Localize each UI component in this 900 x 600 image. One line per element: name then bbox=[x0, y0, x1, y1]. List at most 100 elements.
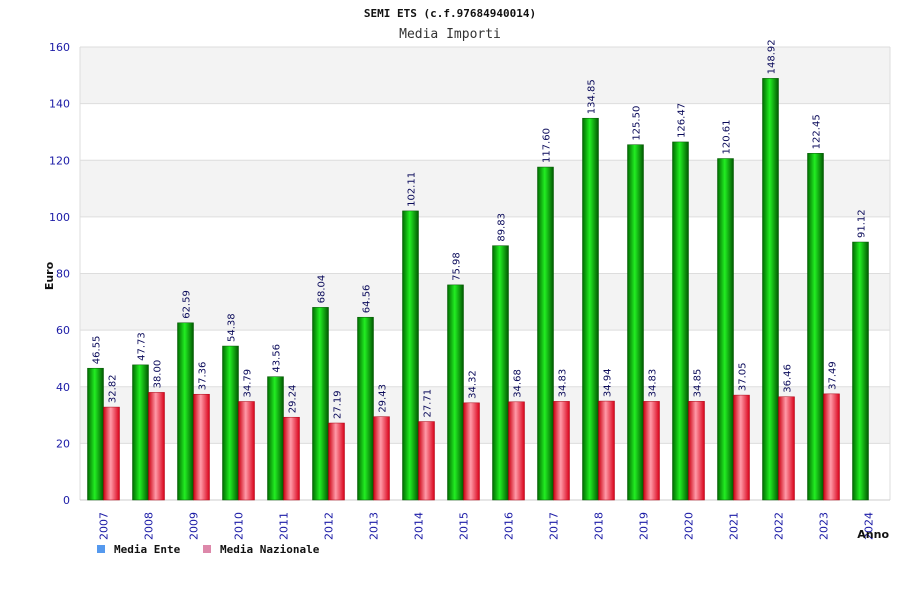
bar-media-nazionale bbox=[373, 416, 390, 501]
bar-media-ente bbox=[852, 241, 869, 501]
legend-swatch-media-nazionale bbox=[203, 545, 211, 553]
data-label: 102.11 bbox=[407, 172, 418, 207]
data-label: 54.38 bbox=[227, 313, 238, 342]
data-label: 62.59 bbox=[182, 290, 193, 319]
bar-media-ente bbox=[177, 322, 194, 501]
plot-band bbox=[80, 273, 890, 331]
data-label: 29.43 bbox=[378, 384, 389, 413]
x-tick-label: 2014 bbox=[413, 512, 426, 540]
y-tick-label: 120 bbox=[49, 154, 70, 167]
bar-media-ente bbox=[357, 316, 374, 501]
plot-band bbox=[80, 443, 890, 500]
legend-label-media-nazionale: Media Nazionale bbox=[220, 543, 320, 556]
plot-background bbox=[80, 47, 890, 500]
data-label: 43.56 bbox=[272, 344, 283, 373]
bars bbox=[87, 78, 869, 501]
bar-media-nazionale bbox=[643, 401, 660, 501]
bar-media-ente bbox=[582, 117, 599, 501]
x-tick-label: 2015 bbox=[458, 512, 471, 540]
x-tick-label: 2012 bbox=[323, 512, 336, 540]
bar-media-nazionale bbox=[418, 421, 435, 501]
x-tick-label: 2007 bbox=[98, 512, 111, 540]
plot-band bbox=[80, 330, 890, 387]
x-tick-label: 2013 bbox=[368, 512, 381, 540]
bar-media-ente bbox=[717, 158, 734, 501]
bar-media-ente bbox=[312, 307, 329, 501]
plot-band bbox=[80, 386, 890, 444]
bar-media-ente bbox=[807, 153, 824, 501]
data-label: 34.94 bbox=[603, 368, 614, 397]
bar-media-ente bbox=[222, 345, 239, 501]
bar-media-nazionale bbox=[778, 396, 795, 501]
bar-media-nazionale bbox=[553, 401, 570, 501]
data-label: 148.92 bbox=[767, 39, 778, 74]
bar-media-ente bbox=[672, 141, 689, 501]
y-axis-ticks: 0 20 40 60 80 100 120 140 160 bbox=[49, 41, 70, 507]
bar-media-nazionale bbox=[688, 401, 705, 501]
data-label: 89.83 bbox=[497, 213, 508, 242]
x-tick-label: 2018 bbox=[593, 512, 606, 540]
bar-media-nazionale bbox=[283, 416, 300, 501]
data-label: 91.12 bbox=[857, 209, 868, 238]
x-tick-label: 2010 bbox=[233, 512, 246, 540]
data-label: 68.04 bbox=[317, 275, 328, 304]
y-tick-label: 20 bbox=[56, 437, 70, 450]
data-label: 27.71 bbox=[423, 389, 434, 418]
bar-media-nazionale bbox=[328, 422, 345, 501]
bar-media-nazionale bbox=[193, 393, 210, 501]
data-label: 34.83 bbox=[558, 369, 569, 398]
y-tick-label: 140 bbox=[49, 98, 70, 111]
x-tick-label: 2023 bbox=[818, 512, 831, 540]
data-label: 32.82 bbox=[108, 374, 119, 403]
y-tick-label: 0 bbox=[63, 494, 70, 507]
x-tick-label: 2021 bbox=[728, 512, 741, 540]
data-label: 36.46 bbox=[783, 364, 794, 393]
bar-media-ente bbox=[447, 284, 464, 501]
bar-media-nazionale bbox=[463, 402, 480, 501]
data-label: 34.79 bbox=[243, 369, 254, 398]
data-label: 34.85 bbox=[693, 369, 704, 398]
legend: Media Ente Media Nazionale bbox=[97, 543, 320, 556]
y-tick-label: 100 bbox=[49, 211, 70, 224]
bar-media-ente bbox=[87, 367, 104, 501]
plot-band bbox=[80, 160, 890, 217]
x-tick-label: 2024 bbox=[863, 512, 876, 540]
y-tick-label: 60 bbox=[56, 324, 70, 337]
bar-media-nazionale bbox=[238, 401, 255, 501]
bar-media-ente bbox=[267, 376, 284, 501]
y-tick-label: 160 bbox=[49, 41, 70, 54]
x-tick-label: 2020 bbox=[683, 512, 696, 540]
x-tick-label: 2016 bbox=[503, 512, 516, 540]
legend-swatch-media-ente bbox=[97, 545, 105, 553]
x-tick-label: 2011 bbox=[278, 512, 291, 540]
legend-label-media-ente: Media Ente bbox=[114, 543, 181, 556]
x-tick-label: 2017 bbox=[548, 512, 561, 540]
data-label: 126.47 bbox=[677, 103, 688, 138]
data-label: 75.98 bbox=[452, 252, 463, 281]
grid-lines bbox=[79, 46, 891, 501]
bar-media-nazionale bbox=[103, 406, 120, 501]
bar-media-nazionale bbox=[823, 393, 840, 501]
bar-media-nazionale bbox=[598, 400, 615, 501]
y-tick-label: 80 bbox=[56, 268, 70, 281]
data-label: 134.85 bbox=[587, 79, 598, 114]
bar-media-ente bbox=[132, 364, 149, 501]
data-label: 38.00 bbox=[153, 360, 164, 389]
bar-media-nazionale bbox=[508, 401, 525, 501]
data-label: 34.32 bbox=[468, 370, 479, 399]
chart-title: SEMI ETS (c.f.97684940014) bbox=[364, 7, 536, 20]
bar-media-ente bbox=[762, 78, 779, 501]
x-axis-label: Anno bbox=[857, 528, 889, 541]
data-label: 122.45 bbox=[812, 114, 823, 149]
bar-media-nazionale bbox=[733, 394, 750, 501]
data-label: 37.05 bbox=[738, 362, 749, 391]
x-tick-label: 2022 bbox=[773, 512, 786, 540]
bar-media-ente bbox=[492, 245, 509, 501]
plot-band bbox=[80, 103, 890, 161]
data-label: 29.24 bbox=[288, 385, 299, 414]
bar-media-ente bbox=[627, 144, 644, 501]
x-tick-label: 2008 bbox=[143, 512, 156, 540]
data-label: 34.83 bbox=[648, 369, 659, 398]
data-label: 47.73 bbox=[137, 332, 148, 361]
